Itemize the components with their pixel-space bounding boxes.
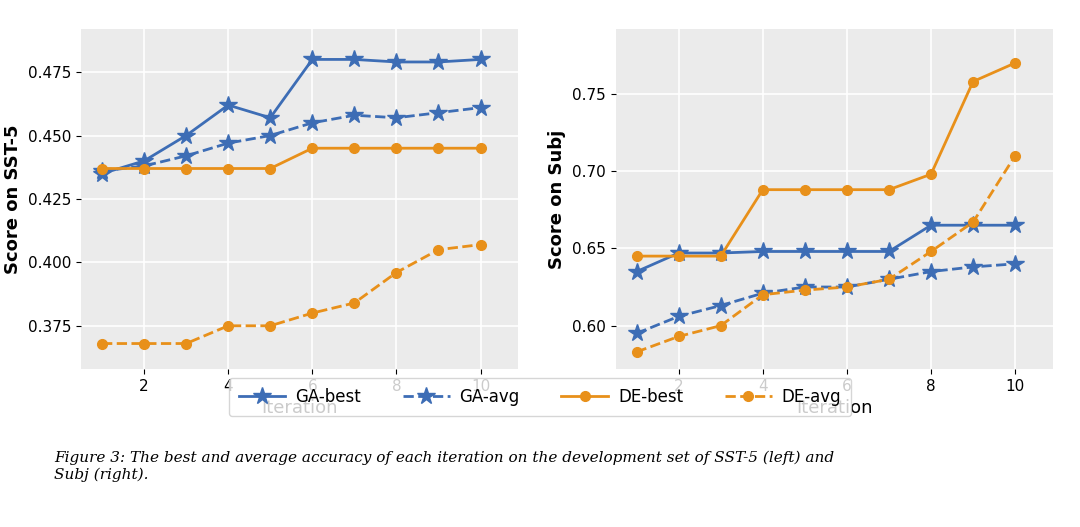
X-axis label: Iteration: Iteration [261, 399, 338, 417]
Y-axis label: Score on SST-5: Score on SST-5 [4, 124, 23, 274]
Text: Figure 3: The best and average accuracy of each iteration on the development set: Figure 3: The best and average accuracy … [54, 451, 834, 482]
Y-axis label: Score on Subj: Score on Subj [549, 129, 566, 269]
X-axis label: Iteration: Iteration [796, 399, 873, 417]
Legend: GA-best, GA-avg, DE-best, DE-avg: GA-best, GA-avg, DE-best, DE-avg [229, 378, 851, 416]
